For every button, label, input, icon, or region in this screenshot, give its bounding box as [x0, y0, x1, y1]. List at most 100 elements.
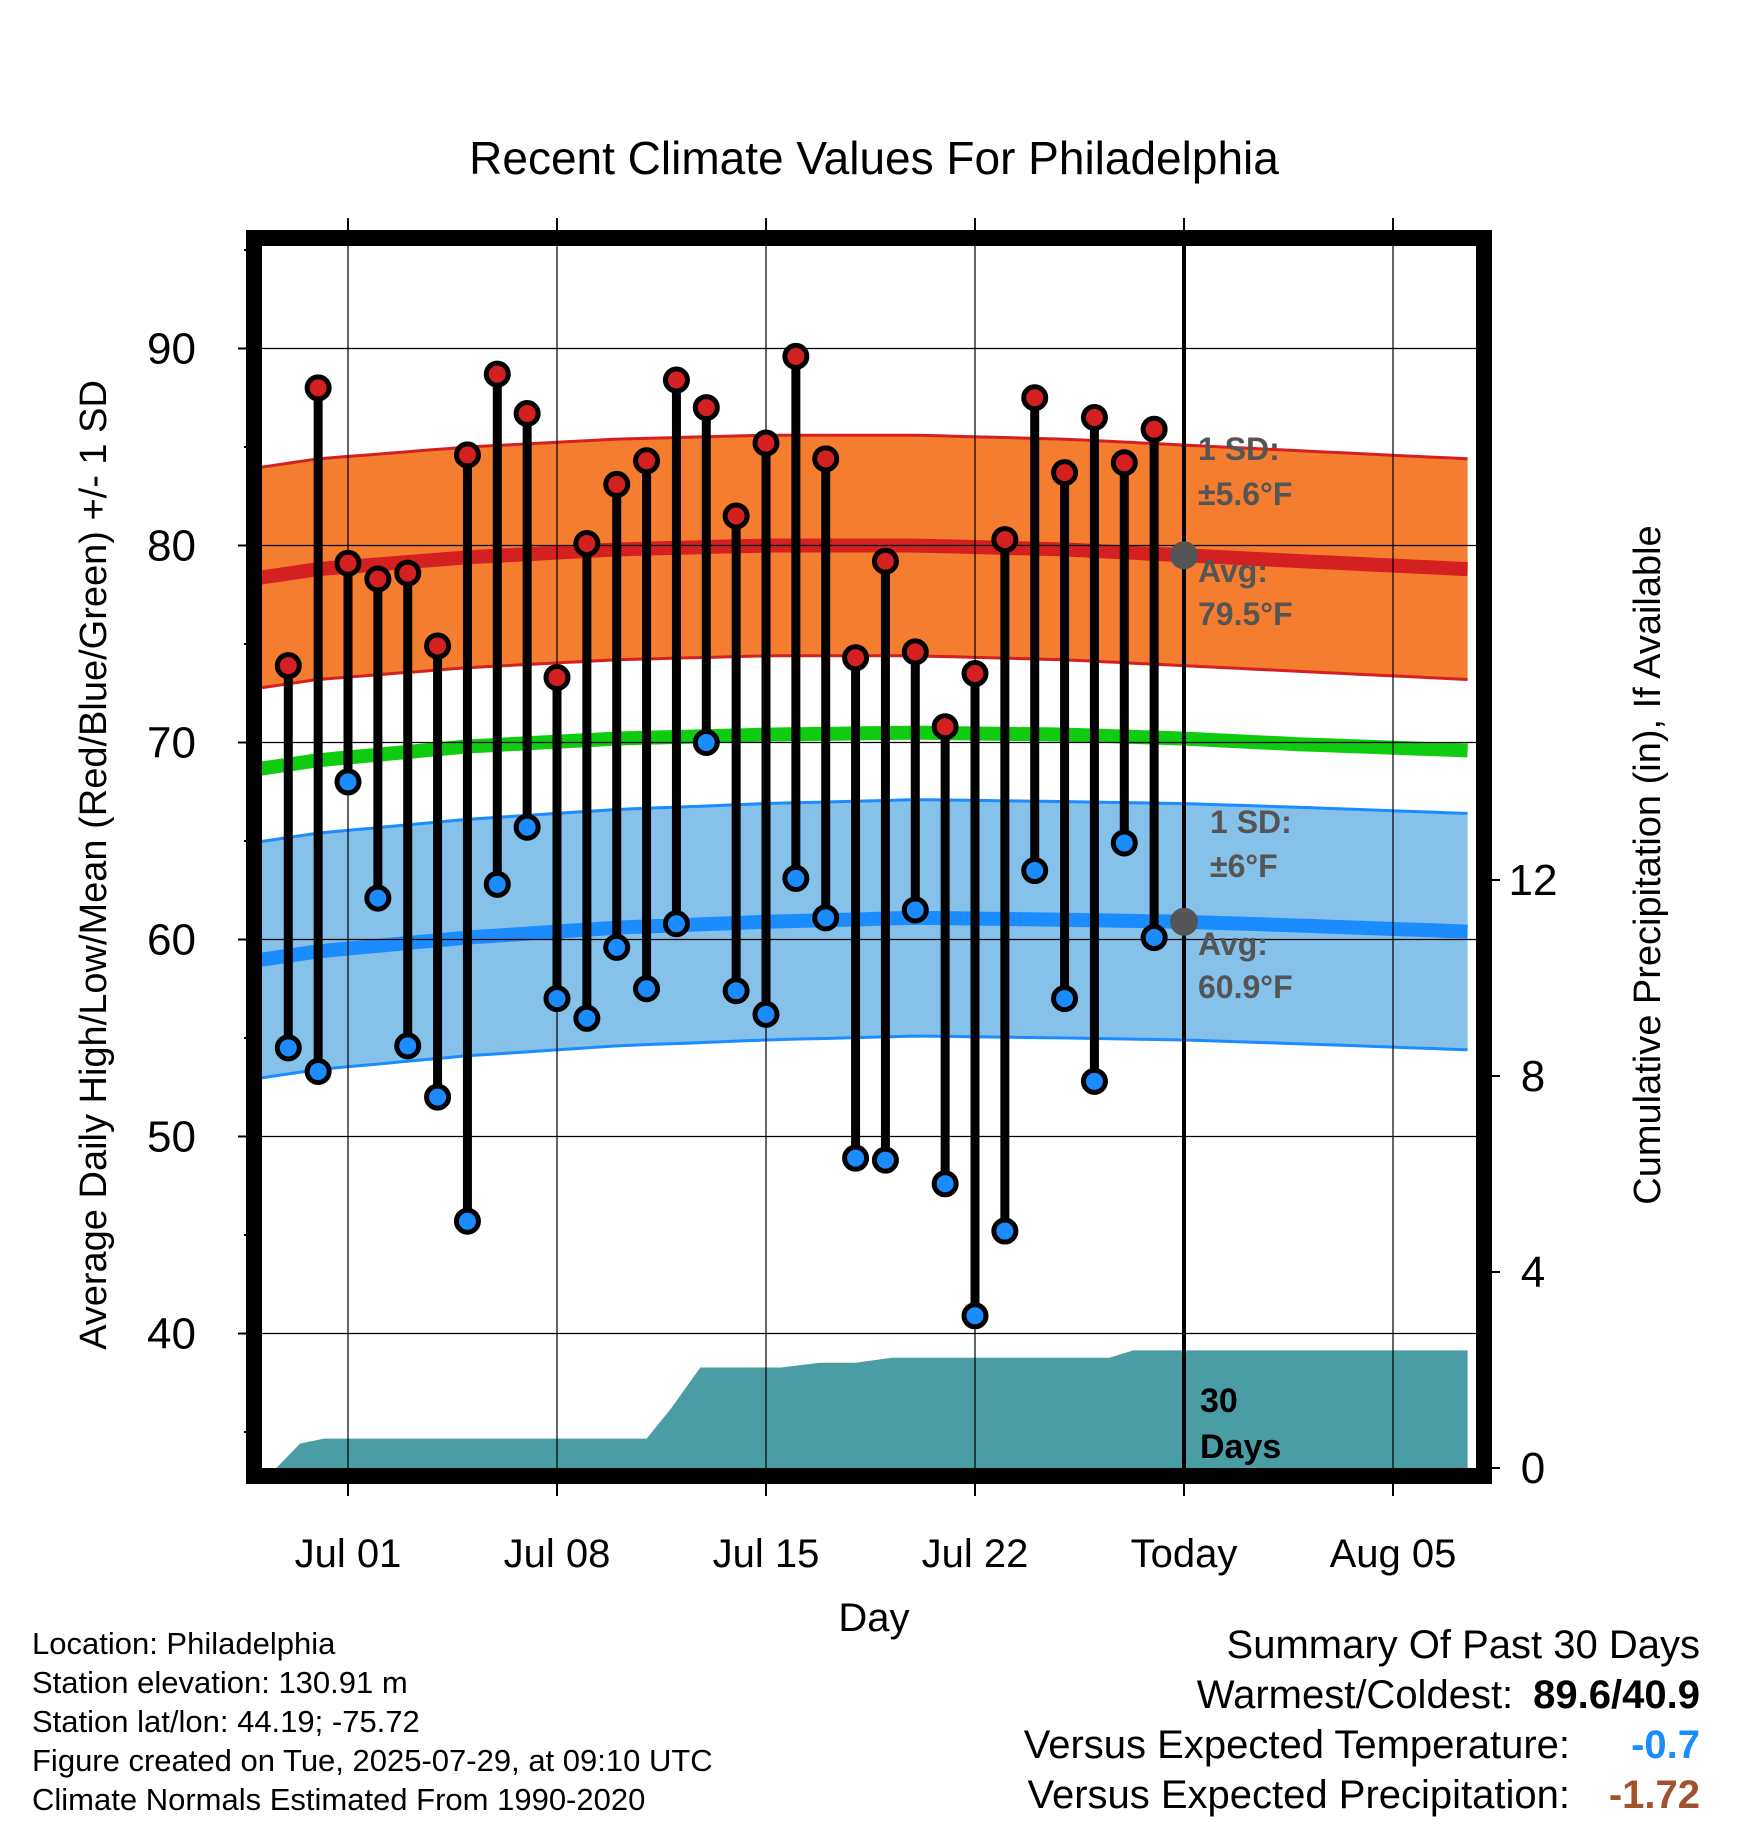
y-tick-label: 80	[147, 522, 196, 571]
low-marker	[633, 975, 661, 1003]
high-marker	[722, 502, 750, 530]
x-tick-label: Today	[1131, 1532, 1238, 1576]
y2-tick-label: 4	[1521, 1248, 1545, 1297]
low-marker	[603, 933, 631, 961]
low-marker	[1140, 924, 1168, 952]
info-elevation: Station elevation: 130.91 m	[32, 1665, 408, 1700]
summary-warmest-coldest: Warmest/Coldest: 89.6/40.9	[1024, 1670, 1700, 1720]
x-tick-label: Jul 22	[922, 1532, 1029, 1576]
low-marker	[513, 813, 541, 841]
low-avg-label: Avg:	[1198, 926, 1268, 962]
high-marker	[692, 394, 720, 422]
high-marker	[364, 565, 392, 593]
high-avg-value: 79.5°F	[1198, 596, 1293, 632]
high-marker	[782, 342, 810, 370]
y-tick-label: 50	[147, 1113, 196, 1162]
high-marker	[662, 366, 690, 394]
low-marker	[871, 1146, 899, 1174]
high-marker	[483, 360, 511, 388]
y-tick-label: 40	[147, 1310, 196, 1359]
low-marker	[364, 884, 392, 912]
summary-precip: Versus Expected Precipitation: -1.72	[1024, 1770, 1700, 1820]
summary-title: Summary Of Past 30 Days	[1226, 1623, 1700, 1667]
low-marker	[752, 1000, 780, 1028]
low-sd-label: 1 SD:	[1210, 804, 1292, 840]
high-marker	[633, 447, 661, 475]
info-normals: Climate Normals Estimated From 1990-2020	[32, 1782, 646, 1817]
chart-title: Recent Climate Values For Philadelphia	[469, 132, 1279, 184]
high-marker	[543, 663, 571, 691]
low-marker	[1021, 857, 1049, 885]
precip-area	[276, 1350, 1468, 1468]
low-marker	[961, 1302, 989, 1330]
high-marker	[513, 400, 541, 428]
y2-axis-label: Cumulative Precipitation (in), If Availa…	[1627, 525, 1669, 1204]
low-marker	[931, 1170, 959, 1198]
high-marker	[752, 429, 780, 457]
low-marker	[662, 910, 690, 938]
high-sd-label: 1 SD:	[1198, 431, 1280, 467]
y2-tick-label: 0	[1521, 1444, 1545, 1493]
high-marker	[991, 526, 1019, 554]
high-marker	[304, 374, 332, 402]
low-marker	[483, 870, 511, 898]
low-marker	[304, 1057, 332, 1085]
high-marker	[453, 441, 481, 469]
summary-panel: Summary Of Past 30 Days Warmest/Coldest:…	[1024, 1620, 1700, 1820]
low-marker	[424, 1083, 452, 1111]
y-axis-label: Average Daily High/Low/Mean (Red/Blue/Gr…	[73, 380, 115, 1350]
low-marker	[334, 768, 362, 796]
station-info: Location: Philadelphia Station elevation…	[32, 1624, 713, 1819]
period-days-label: 30	[1200, 1382, 1238, 1420]
info-latlon: Station lat/lon: 44.19; -75.72	[32, 1704, 420, 1739]
high-marker	[1140, 415, 1168, 443]
high-marker	[603, 470, 631, 498]
high-sd-value: ±5.6°F	[1198, 476, 1292, 512]
high-marker	[871, 547, 899, 575]
low-marker	[722, 977, 750, 1005]
high-marker	[1051, 459, 1079, 487]
low-marker	[274, 1034, 302, 1062]
low-marker	[394, 1032, 422, 1060]
low-marker	[453, 1207, 481, 1235]
low-marker	[842, 1144, 870, 1172]
info-created: Figure created on Tue, 2025-07-29, at 09…	[32, 1743, 713, 1778]
x-axis-label: Day	[838, 1596, 909, 1640]
y-tick-label: 60	[147, 916, 196, 965]
y2-tick-label: 12	[1509, 856, 1558, 905]
high-marker	[334, 549, 362, 577]
high-avg-label: Avg:	[1198, 553, 1268, 589]
high-marker	[573, 530, 601, 558]
low-marker	[991, 1217, 1019, 1245]
high-marker	[394, 559, 422, 587]
today-high-dot	[1170, 541, 1198, 570]
low-marker	[543, 985, 571, 1013]
low-marker	[782, 864, 810, 892]
high-sd-band	[262, 435, 1468, 688]
y-tick-label: 90	[147, 325, 196, 374]
high-marker	[901, 638, 929, 666]
x-tick-label: Aug 05	[1330, 1532, 1457, 1576]
precip-label: Versus Expected Precipitation:	[1027, 1773, 1570, 1817]
low-marker	[692, 729, 720, 756]
y2-tick-label: 8	[1521, 1052, 1545, 1101]
high-sd-upper-line	[262, 433, 1468, 469]
x-tick-label: Jul 08	[504, 1532, 611, 1576]
today-low-dot	[1170, 907, 1198, 936]
temp-label: Versus Expected Temperature:	[1023, 1723, 1570, 1767]
low-marker	[1080, 1067, 1108, 1095]
high-marker	[842, 644, 870, 672]
low-marker	[901, 896, 929, 924]
high-marker	[1021, 384, 1049, 412]
plot-area: 1 SD: ±5.6°F Avg: 79.5°F 1 SD: ±6°F Avg: 60.9°F…	[147, 218, 1557, 1576]
low-marker	[812, 904, 840, 932]
plot-frame	[246, 230, 1492, 1484]
summary-temp: Versus Expected Temperature: -0.7	[1024, 1720, 1700, 1770]
info-location: Location: Philadelphia	[32, 1626, 336, 1661]
x-tick-label: Jul 15	[713, 1532, 820, 1576]
warmest-coldest-label: Warmest/Coldest:	[1196, 1673, 1514, 1717]
high-marker	[1110, 449, 1138, 477]
low-marker	[1110, 829, 1138, 857]
low-avg-value: 60.9°F	[1198, 969, 1293, 1005]
